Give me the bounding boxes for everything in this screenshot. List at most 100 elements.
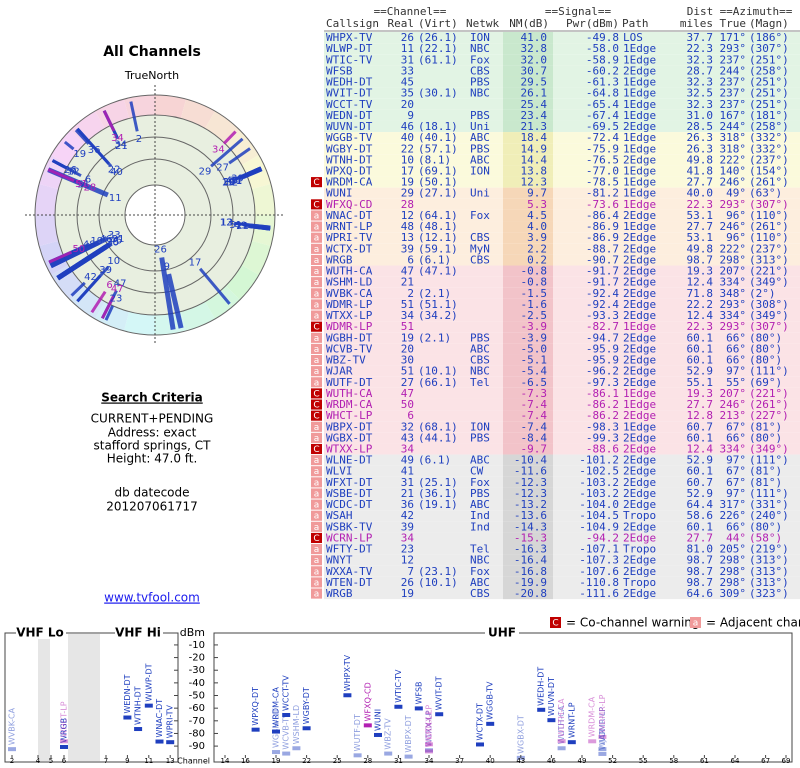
x-tick-label: 19 bbox=[272, 757, 281, 765]
callsign: WFTY-DT bbox=[326, 543, 373, 556]
azimuth-magnetic: (221°) bbox=[749, 265, 789, 278]
nm-cell-bg bbox=[503, 198, 553, 210]
row-bg bbox=[324, 54, 800, 66]
x-tick-label: 40 bbox=[486, 757, 495, 765]
virtual-channel: (22.1) bbox=[418, 42, 458, 55]
virtual-channel: (23.1) bbox=[418, 565, 458, 578]
azimuth-magnetic: (313°) bbox=[749, 565, 789, 578]
distance: 58.6 bbox=[687, 509, 714, 522]
spectrum-bar bbox=[155, 739, 164, 744]
noise-margin: 13.8 bbox=[521, 165, 548, 178]
nm-cell-bg bbox=[503, 487, 553, 500]
power: -101.2 bbox=[579, 454, 619, 467]
network: Uni bbox=[470, 187, 490, 200]
warning-mark: a bbox=[314, 489, 320, 499]
real-channel: 47 bbox=[401, 265, 414, 278]
azimuth-magnetic: (111°) bbox=[749, 365, 789, 378]
azimuth-true: 44° bbox=[726, 531, 746, 544]
real-channel: 2 bbox=[407, 287, 414, 300]
spectrum-label: WTNH-DT bbox=[134, 686, 143, 725]
row-bg bbox=[324, 499, 800, 511]
nm-cell-bg bbox=[503, 465, 553, 477]
spectrum-label: WVBK-CA bbox=[8, 707, 17, 745]
real-channel: 34 bbox=[401, 531, 415, 544]
real-channel: 51 bbox=[401, 320, 414, 333]
callsign: WSBE-DT bbox=[326, 487, 373, 500]
azimuth-true: 293° bbox=[720, 42, 747, 55]
callsign: WBZ-TV bbox=[326, 354, 366, 367]
spectrum-label: WSHM-LD bbox=[292, 705, 301, 744]
nm-cell-bg bbox=[503, 365, 553, 377]
power: -104.5 bbox=[579, 509, 619, 522]
polar-bar bbox=[234, 221, 271, 229]
spectrum-label: WVIT-DT bbox=[435, 676, 444, 710]
row-bg bbox=[324, 209, 800, 222]
polar-label: 51 bbox=[77, 180, 90, 191]
azimuth-true: 222° bbox=[720, 153, 747, 166]
site-link[interactable]: www.tvfool.com bbox=[104, 591, 200, 605]
real-channel: 49 bbox=[401, 454, 414, 467]
noise-margin: -0.8 bbox=[521, 265, 548, 278]
y-tick-label: -10 bbox=[189, 640, 205, 651]
azimuth-magnetic: (111°) bbox=[749, 487, 789, 500]
warning-mark: a bbox=[314, 223, 320, 233]
virtual-channel: (61.1) bbox=[418, 53, 458, 66]
callsign: WEDH-DT bbox=[326, 76, 373, 89]
callsign: WCTX-DT bbox=[326, 242, 373, 255]
warning-box bbox=[311, 354, 322, 366]
network: NBC bbox=[470, 554, 490, 567]
network: Ind bbox=[470, 509, 490, 522]
real-channel: 45 bbox=[401, 76, 414, 89]
column-header: miles bbox=[680, 17, 713, 30]
azimuth-true: 205° bbox=[720, 543, 747, 556]
nm-cell-bg bbox=[503, 343, 553, 355]
network: CBS bbox=[470, 64, 490, 77]
spectrum-label: WGBX-DT bbox=[516, 715, 525, 754]
warning-mark: C bbox=[313, 178, 319, 188]
row-bg bbox=[324, 332, 800, 344]
polar-bar bbox=[74, 129, 90, 145]
azimuth-magnetic: (80°) bbox=[749, 354, 782, 367]
x-tick-label: 22 bbox=[302, 757, 311, 765]
noise-margin: -5.4 bbox=[521, 365, 548, 378]
nm-cell-bg bbox=[503, 76, 553, 88]
callsign: WNAC-DT bbox=[326, 209, 373, 222]
spectrum-label: WBZ-TV bbox=[384, 718, 393, 750]
gap-band bbox=[38, 634, 50, 761]
spectrum-bar bbox=[425, 748, 433, 753]
legend-text: = Adjacent channel warning bbox=[706, 616, 800, 630]
path: 1Edge bbox=[623, 320, 656, 333]
row-bg bbox=[324, 554, 800, 566]
callsign: WRDM-CA bbox=[326, 398, 373, 411]
polar-bar bbox=[129, 101, 139, 132]
nm-cell-bg bbox=[503, 410, 553, 422]
callsign: WTNH-DT bbox=[326, 153, 373, 166]
nm-cell-bg bbox=[503, 387, 553, 399]
warning-box bbox=[311, 443, 322, 455]
warning-mark: a bbox=[314, 556, 320, 566]
nm-cell-bg bbox=[503, 132, 553, 144]
power: -107.1 bbox=[579, 543, 619, 556]
path: 1Edge bbox=[623, 420, 656, 433]
polar-label: 6 bbox=[85, 174, 91, 185]
polar-label: 21 bbox=[236, 221, 249, 232]
real-channel: 26 bbox=[401, 31, 414, 44]
real-channel: 39 bbox=[401, 242, 414, 255]
noise-margin: 29.5 bbox=[521, 76, 548, 89]
row-bg bbox=[324, 487, 800, 500]
azimuth-true: 298° bbox=[720, 565, 747, 578]
spectrum-bar bbox=[272, 750, 280, 755]
path: 2Edge bbox=[623, 498, 656, 511]
callsign: WUNI bbox=[326, 187, 353, 200]
noise-margin: 14.9 bbox=[521, 142, 548, 155]
spectrum-label: WLWP-DT bbox=[144, 663, 153, 701]
distance: 98.7 bbox=[687, 253, 714, 266]
callsign: WEDN-DT bbox=[326, 109, 373, 122]
polar-wedge bbox=[70, 111, 105, 145]
distance: 19.3 bbox=[687, 387, 714, 400]
power: -96.2 bbox=[586, 365, 619, 378]
nm-cell-bg bbox=[503, 298, 553, 310]
azimuth-magnetic: (251°) bbox=[749, 87, 789, 100]
azimuth-true: 334° bbox=[720, 309, 747, 322]
spectrum-bar bbox=[557, 739, 566, 744]
